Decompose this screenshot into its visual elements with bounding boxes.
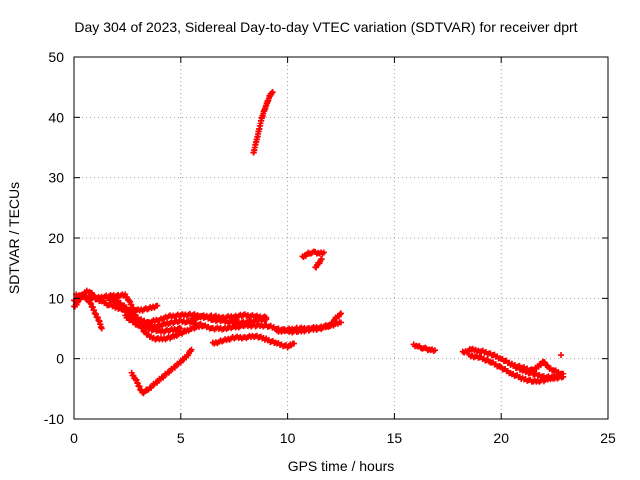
x-tick-label: 10 bbox=[280, 430, 296, 446]
series-arc-8 bbox=[209, 332, 298, 351]
y-tick-label: 30 bbox=[48, 170, 64, 186]
x-tick-label: 25 bbox=[600, 430, 616, 446]
data-point bbox=[188, 346, 195, 353]
y-tick-label: 40 bbox=[48, 109, 64, 125]
x-tick-label: 15 bbox=[387, 430, 403, 446]
data-point bbox=[318, 256, 325, 263]
grid bbox=[74, 57, 608, 419]
axis-ticks: 0 5 10 15 20 25 -10 0 10 20 30 40 50 bbox=[44, 49, 616, 446]
data-point bbox=[263, 314, 270, 321]
data-point bbox=[338, 310, 344, 317]
series-arc-13 bbox=[312, 256, 325, 271]
y-tick-label: 50 bbox=[48, 49, 64, 65]
y-axis-label: SDTVAR / TECUs bbox=[6, 182, 22, 294]
chart-title: Day 304 of 2023, Sidereal Day-to-day VTE… bbox=[74, 19, 577, 35]
data-point bbox=[177, 325, 184, 332]
x-tick-label: 20 bbox=[493, 430, 509, 446]
data-point bbox=[154, 302, 161, 309]
data-point bbox=[98, 325, 105, 332]
data-point bbox=[269, 88, 276, 95]
series-arc-14 bbox=[410, 341, 438, 355]
x-tick-label: 0 bbox=[70, 430, 78, 446]
data-point bbox=[338, 319, 344, 326]
data-points bbox=[71, 88, 567, 397]
series-arc-17 bbox=[508, 358, 565, 378]
y-tick-label: 10 bbox=[48, 290, 64, 306]
data-point bbox=[558, 370, 565, 377]
data-point bbox=[336, 311, 343, 318]
data-point bbox=[558, 352, 565, 359]
data-point bbox=[291, 340, 298, 347]
data-point bbox=[431, 347, 438, 354]
series-arc-10 bbox=[128, 346, 195, 397]
data-point bbox=[320, 249, 327, 256]
x-tick-label: 5 bbox=[177, 430, 185, 446]
series-arc-9 bbox=[273, 310, 344, 335]
series-arc-18 bbox=[558, 352, 565, 359]
series-arc-12 bbox=[299, 248, 327, 261]
y-tick-label: -10 bbox=[44, 411, 64, 427]
x-axis-label: GPS time / hours bbox=[288, 458, 395, 474]
y-tick-label: 0 bbox=[56, 351, 64, 367]
y-tick-label: 20 bbox=[48, 230, 64, 246]
series-arc-11 bbox=[250, 88, 276, 156]
series-arc-7 bbox=[188, 311, 270, 323]
